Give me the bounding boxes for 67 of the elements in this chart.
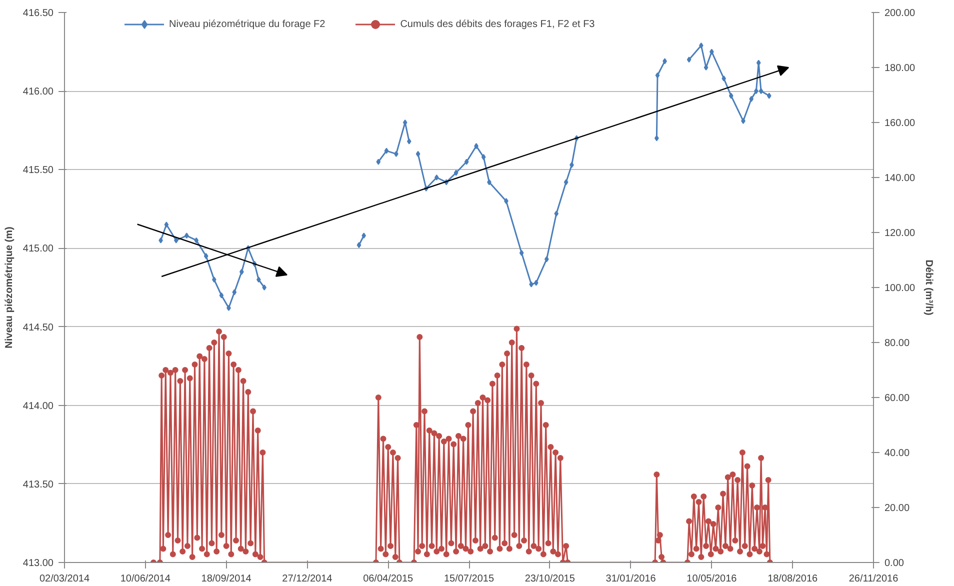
point bbox=[194, 237, 199, 244]
point bbox=[184, 232, 189, 239]
point bbox=[758, 88, 764, 94]
y2-tick-label: 100.00 bbox=[884, 283, 916, 294]
point bbox=[262, 284, 266, 290]
y-tick-label: 415.00 bbox=[22, 244, 54, 255]
legend-label: Niveau piézométrique du forage F2 bbox=[169, 18, 326, 30]
y2-axis-title: Débit (m³/h) bbox=[923, 260, 934, 316]
point bbox=[174, 237, 178, 244]
point bbox=[356, 242, 362, 248]
y2-tick-label: 0.00 bbox=[884, 558, 904, 569]
x-tick-label: 10/06/2014 bbox=[120, 574, 171, 584]
point bbox=[164, 222, 169, 228]
x-tick-label: 06/04/2015 bbox=[363, 574, 414, 584]
point bbox=[704, 64, 708, 70]
x-tick-label: 02/03/2014 bbox=[39, 574, 90, 584]
y-tick-label: 414.50 bbox=[22, 322, 54, 334]
point bbox=[434, 174, 439, 180]
legend-label: Cumuls des débits des forages F1, F2 et F3 bbox=[400, 18, 595, 30]
point bbox=[699, 42, 704, 48]
point bbox=[204, 253, 208, 260]
point bbox=[454, 170, 458, 176]
y2-tick-label: 160.00 bbox=[884, 118, 916, 129]
point bbox=[766, 92, 772, 99]
y-tick-label: 413.00 bbox=[22, 558, 54, 569]
y-tick-label: 415.50 bbox=[22, 165, 54, 176]
y2-tick-label: 120.00 bbox=[884, 228, 916, 239]
point bbox=[519, 250, 524, 256]
y2-tick-label: 140.00 bbox=[884, 173, 916, 184]
x-tick-label: 18/08/2016 bbox=[768, 574, 818, 584]
x-tick-label: 23/10/2015 bbox=[524, 574, 576, 584]
point bbox=[406, 138, 412, 144]
y-tick-label: 413.50 bbox=[22, 479, 54, 490]
point bbox=[464, 158, 469, 165]
y2-tick-label: 180.00 bbox=[884, 63, 916, 74]
point bbox=[256, 276, 261, 283]
point bbox=[686, 56, 692, 63]
y-axis-title: Niveau piézométrique (m) bbox=[4, 226, 15, 348]
point bbox=[376, 158, 381, 165]
y2-tick-label: 40.00 bbox=[884, 448, 910, 459]
y-tick-label: 416.00 bbox=[22, 86, 54, 98]
y2-tick-label: 60.00 bbox=[884, 393, 910, 404]
point bbox=[481, 154, 486, 160]
point bbox=[554, 210, 559, 217]
x-tick-label: 27/12/2014 bbox=[282, 574, 333, 584]
point bbox=[544, 256, 549, 262]
point bbox=[756, 60, 761, 66]
x-tick-label: 10/05/2016 bbox=[686, 574, 738, 584]
point bbox=[728, 92, 734, 99]
x-tick-label: 31/01/2016 bbox=[606, 574, 656, 584]
point bbox=[384, 148, 389, 154]
point bbox=[749, 96, 754, 102]
point bbox=[722, 76, 726, 82]
y2-tick-label: 80.00 bbox=[884, 338, 910, 349]
y2-tick-label: 200.00 bbox=[884, 8, 916, 19]
point bbox=[564, 179, 568, 186]
point bbox=[232, 289, 237, 296]
x-tick-label: 18/09/2014 bbox=[201, 574, 252, 584]
x-tick-label: 26/11/2016 bbox=[848, 574, 899, 584]
point bbox=[534, 280, 538, 286]
y-tick-label: 414.00 bbox=[22, 400, 54, 412]
point bbox=[655, 72, 660, 78]
point bbox=[219, 292, 224, 298]
point bbox=[416, 150, 420, 157]
x-tick-label: 15/07/2015 bbox=[444, 574, 494, 584]
y2-tick-label: 20.00 bbox=[884, 503, 910, 514]
y-tick-label: 416.50 bbox=[22, 8, 54, 19]
